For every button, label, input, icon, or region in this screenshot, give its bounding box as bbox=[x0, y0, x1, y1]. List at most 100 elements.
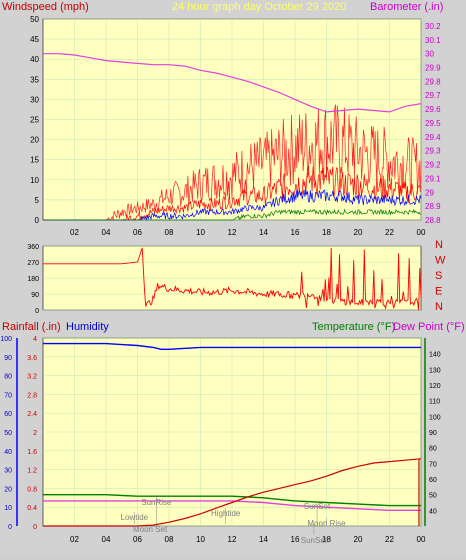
rain-y-tick-label: 1.6 bbox=[27, 449, 37, 456]
temp-y-tick-label: 70 bbox=[429, 461, 437, 468]
baro-y-tick-label: 30 bbox=[425, 50, 434, 59]
compass-label: E bbox=[435, 286, 442, 298]
wind-y-tick-label: 40 bbox=[30, 55, 39, 64]
baro-y-tick-label: 29.8 bbox=[425, 77, 441, 86]
climate-x-tick-label: 20 bbox=[354, 535, 363, 544]
annotation-label: SunSet bbox=[304, 502, 331, 511]
baro-y-tick-label: 28.8 bbox=[425, 216, 441, 225]
rain-y-tick-label: 2.8 bbox=[27, 392, 37, 399]
wind-y-tick-label: 30 bbox=[30, 95, 39, 104]
direction-y-tick-label: 90 bbox=[31, 292, 39, 299]
annotation-label: Moon Set bbox=[133, 525, 168, 534]
temp-y-tick-label: 130 bbox=[429, 367, 441, 374]
wind-x-tick-label: 08 bbox=[165, 228, 174, 237]
temp-y-tick-label: 100 bbox=[429, 414, 441, 421]
baro-y-tick-label: 29.1 bbox=[425, 174, 441, 183]
dewpoint-line bbox=[43, 500, 421, 511]
annotation-label: Hightide bbox=[211, 509, 241, 518]
direction-y-tick-label: 270 bbox=[27, 260, 39, 267]
humidity-y-tick-label: 30 bbox=[4, 468, 12, 475]
baro-y-tick-label: 28.9 bbox=[425, 202, 441, 211]
wind-y-tick-label: 10 bbox=[30, 176, 39, 185]
rainfall-line bbox=[43, 458, 422, 527]
rain-axis-title: Rainfall (.in) bbox=[2, 321, 61, 333]
rain-y-tick-label: 2 bbox=[33, 430, 37, 437]
humidity-y-tick-label: 50 bbox=[4, 430, 12, 437]
climate-x-tick-label: 00 bbox=[417, 535, 426, 544]
wind-y-tick-label: 35 bbox=[30, 75, 39, 84]
rain-y-tick-label: 4 bbox=[33, 336, 37, 343]
temp-y-tick-label: 50 bbox=[429, 493, 437, 500]
temp-axis-title: Temperature (°F) bbox=[312, 321, 395, 333]
climate-x-tick-label: 10 bbox=[196, 535, 205, 544]
baro-y-tick-label: 29.6 bbox=[425, 105, 441, 114]
rain-y-tick-label: 3.6 bbox=[27, 355, 37, 362]
temp-y-tick-label: 110 bbox=[429, 399, 440, 406]
annotation-label: SunRise bbox=[141, 498, 172, 507]
rain-y-tick-label: 0.8 bbox=[27, 486, 37, 493]
humidity-y-tick-label: 10 bbox=[4, 505, 12, 512]
wind-x-tick-label: 02 bbox=[70, 228, 79, 237]
baro-y-tick-label: 29.4 bbox=[425, 133, 441, 142]
wind-x-tick-label: 20 bbox=[354, 228, 363, 237]
wind-y-tick-label: 15 bbox=[30, 156, 39, 165]
compass-label: W bbox=[435, 255, 446, 267]
direction-y-tick-label: 0 bbox=[35, 308, 39, 315]
climate-x-tick-label: 14 bbox=[259, 535, 268, 544]
wind-x-tick-label: 06 bbox=[133, 228, 142, 237]
rain-y-tick-label: 3.2 bbox=[27, 374, 37, 381]
baro-y-tick-label: 29.9 bbox=[425, 64, 441, 73]
climate-x-tick-label: 06 bbox=[133, 535, 142, 544]
annotation-label: SunSet bbox=[301, 536, 328, 545]
humidity-y-tick-label: 100 bbox=[0, 336, 12, 343]
wind-y-tick-label: 5 bbox=[35, 196, 40, 205]
dewpoint-axis-title: Dew Point (°F) bbox=[393, 321, 465, 333]
baro-y-tick-label: 29.2 bbox=[425, 161, 441, 170]
direction-y-tick-label: 360 bbox=[27, 244, 39, 251]
humidity-y-tick-label: 20 bbox=[4, 486, 12, 493]
rain-humidity-temp-chart: 0 010 0.420 0.830 1.240 1.650 260 2.470 2.880 3.2… bbox=[0, 336, 440, 545]
rain-y-tick-label: 2.4 bbox=[27, 411, 37, 418]
humidity-y-tick-label: 60 bbox=[4, 411, 12, 418]
wind-baro-chart: 0 5 10 15 20 25 30 35 40 45 50 28.8 28.9 29 29.1 29.2 29… bbox=[30, 15, 441, 237]
annotation-label: Lowtide bbox=[121, 513, 149, 522]
temp-y-tick-label: 40 bbox=[429, 508, 437, 515]
wind-y-tick-label: 25 bbox=[30, 116, 39, 125]
compass-label: N bbox=[435, 301, 443, 313]
wind-y-tick-label: 45 bbox=[30, 35, 39, 44]
wind-y-tick-label: 0 bbox=[35, 216, 40, 225]
climate-x-tick-label: 16 bbox=[291, 535, 300, 544]
humidity-y-tick-label: 90 bbox=[4, 355, 12, 362]
compass-label: S bbox=[435, 270, 442, 282]
humidity-y-tick-label: 40 bbox=[4, 449, 12, 456]
wind-x-tick-label: 14 bbox=[259, 228, 268, 237]
climate-x-tick-label: 08 bbox=[165, 535, 174, 544]
climate-x-tick-label: 22 bbox=[385, 535, 394, 544]
baro-y-tick-label: 29 bbox=[425, 188, 434, 197]
rain-y-tick-label: 0 bbox=[33, 524, 37, 531]
compass-label: N bbox=[435, 239, 443, 251]
baro-y-tick-label: 29.3 bbox=[425, 147, 441, 156]
barometer-line bbox=[43, 53, 422, 113]
climate-x-tick-label: 02 bbox=[70, 535, 79, 544]
temp-y-tick-label: 120 bbox=[429, 383, 441, 390]
temp-y-tick-label: 60 bbox=[429, 477, 437, 484]
low-wind-line bbox=[43, 208, 422, 221]
rain-y-tick-label: 0.4 bbox=[27, 505, 37, 512]
humidity-y-tick-label: 70 bbox=[4, 392, 12, 399]
temp-y-tick-label: 140 bbox=[429, 352, 441, 359]
wind-x-tick-label: 22 bbox=[385, 228, 394, 237]
baro-y-tick-label: 30.1 bbox=[425, 36, 441, 45]
humidity-y-tick-label: 80 bbox=[4, 374, 12, 381]
wind-x-tick-label: 16 bbox=[291, 228, 300, 237]
rain-y-tick-label: 1.2 bbox=[27, 468, 37, 475]
climate-x-tick-label: 12 bbox=[228, 535, 237, 544]
temp-y-tick-label: 90 bbox=[429, 430, 437, 437]
baro-y-tick-label: 29.5 bbox=[425, 119, 441, 128]
direction-y-tick-label: 180 bbox=[27, 276, 39, 283]
wind-x-tick-label: 10 bbox=[196, 228, 205, 237]
baro-y-tick-label: 29.7 bbox=[425, 91, 441, 100]
wind-axis-title: Windspeed (mph) bbox=[2, 1, 89, 13]
humidity-axis-title: Humidity bbox=[66, 321, 109, 333]
